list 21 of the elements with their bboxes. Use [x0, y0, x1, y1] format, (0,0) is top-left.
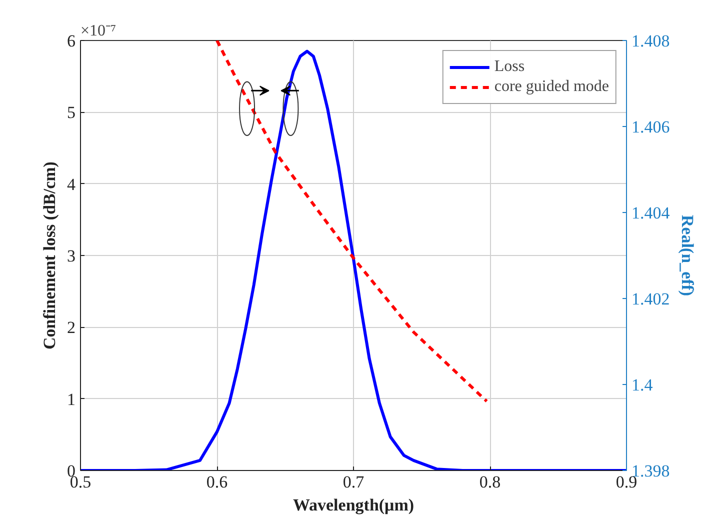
x-tick-label: 0.7: [342, 472, 365, 492]
y-tick-label: 6: [67, 32, 76, 50]
y-tick-label: 4: [67, 174, 76, 194]
x-tick-label: 0.8: [479, 472, 501, 492]
y2-tick-label: 1.402: [632, 290, 670, 308]
y2-tick-label: 1.408: [632, 32, 670, 50]
legend-label: Loss: [494, 58, 525, 76]
line-series: [216, 40, 488, 403]
legend-label: core guided mode: [494, 78, 609, 96]
y-tick-label: 5: [67, 103, 76, 122]
y-tick-label: 3: [67, 246, 76, 266]
y-axis-title: Confinement loss (dB/cm): [40, 162, 59, 350]
y-tick-label: 2: [67, 318, 76, 338]
y2-axis-title: Real(n_eff): [678, 214, 697, 296]
y2-tick-label: 1.4: [632, 376, 654, 394]
y2-tick-label: 1.404: [632, 204, 670, 222]
y-tick-label: 1: [67, 390, 76, 409]
x-tick-label: 0.6: [206, 472, 228, 492]
y2-tick-label: 1.406: [632, 118, 670, 136]
text: ×10⁻⁷: [80, 22, 116, 40]
x-axis-title: Wavelength(μm): [292, 496, 414, 514]
